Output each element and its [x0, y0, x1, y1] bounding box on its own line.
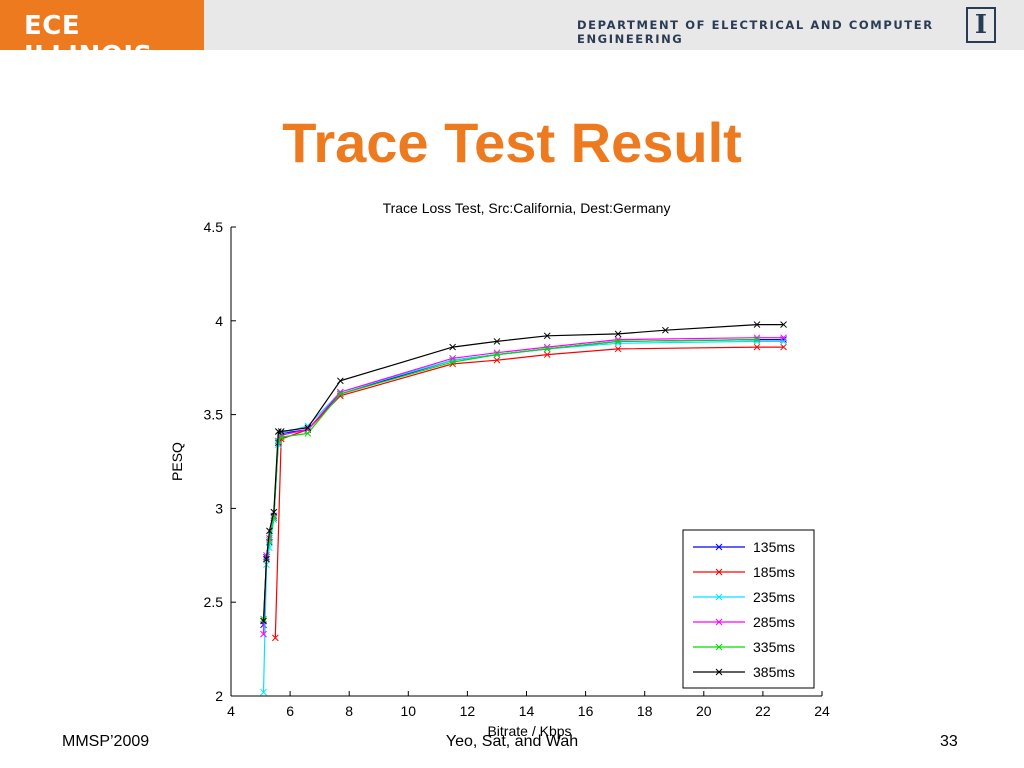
- series-line-235ms: [262, 340, 784, 693]
- data-point-235ms: [260, 688, 267, 696]
- data-point-285ms: [336, 388, 344, 396]
- data-point-385ms: [662, 326, 669, 334]
- legend-marker: [715, 618, 723, 626]
- data-point-285ms: [780, 334, 787, 342]
- x-tick-label: 20: [696, 703, 712, 719]
- y-tick-label: 3.5: [204, 407, 224, 423]
- x-tick-label: 10: [401, 703, 417, 719]
- legend-marker: [715, 593, 723, 601]
- data-point-385ms: [304, 424, 312, 432]
- data-point-385ms: [266, 527, 273, 535]
- x-tick-label: 24: [814, 703, 830, 719]
- legend-marker: [715, 643, 723, 651]
- x-tick-label: 8: [345, 703, 353, 719]
- data-point-185ms: [614, 345, 622, 353]
- y-tick-label: 3: [215, 500, 223, 516]
- data-point-335ms: [493, 351, 501, 358]
- x-tick-label: 22: [755, 703, 771, 719]
- legend-marker: [715, 568, 723, 576]
- data-point-335ms: [753, 336, 761, 343]
- slide-title: Trace Test Result: [282, 111, 742, 174]
- series-line-185ms: [274, 346, 784, 638]
- data-point-335ms: [449, 358, 456, 366]
- data-point-285ms: [260, 630, 267, 638]
- data-point-385ms: [336, 377, 344, 385]
- footer-authors: Yeo, Sat, and Wah: [445, 733, 579, 750]
- legend-marker: [715, 543, 723, 551]
- data-point-335ms: [266, 536, 273, 544]
- y-tick-label: 4: [215, 313, 223, 329]
- y-tick-label: 2.5: [204, 594, 224, 610]
- brand-name: ECE ILLINOIS: [24, 11, 153, 71]
- data-point-385ms: [449, 343, 456, 351]
- department-name: DEPARTMENT OF ELECTRICAL AND COMPUTER EN…: [577, 18, 934, 46]
- data-point-185ms: [493, 356, 501, 364]
- data-point-335ms: [304, 430, 312, 437]
- legend-label: 335ms: [753, 639, 795, 655]
- data-point-185ms: [780, 343, 787, 351]
- data-point-385ms: [753, 321, 761, 328]
- x-tick-label: 6: [286, 703, 294, 719]
- data-point-185ms: [753, 343, 761, 351]
- data-point-385ms: [277, 428, 285, 435]
- y-axis-label: PESQ: [169, 442, 185, 481]
- x-tick-label: 18: [637, 703, 653, 719]
- logo-letter: I: [974, 10, 988, 40]
- data-point-385ms: [274, 428, 282, 435]
- x-tick-label: 14: [519, 703, 535, 719]
- y-tick-label: 4.5: [204, 219, 224, 235]
- legend-label: 135ms: [753, 539, 795, 555]
- legend-marker: [715, 668, 723, 676]
- data-point-335ms: [614, 338, 622, 345]
- footer-conference: MMSP’2009: [62, 733, 150, 750]
- data-point-185ms: [271, 634, 279, 642]
- x-tick-label: 16: [578, 703, 594, 719]
- data-point-335ms: [277, 433, 285, 441]
- legend-label: 285ms: [753, 614, 795, 630]
- legend-label: 235ms: [753, 589, 795, 605]
- data-point-335ms: [336, 390, 344, 398]
- data-point-385ms: [493, 338, 501, 345]
- university-logo-icon: I: [966, 7, 996, 43]
- data-point-385ms: [263, 555, 270, 563]
- x-tick-label: 12: [460, 703, 476, 719]
- data-point-335ms: [543, 345, 551, 353]
- x-tick-label: 4: [227, 703, 235, 719]
- data-point-385ms: [270, 508, 278, 516]
- legend-label: 385ms: [753, 664, 795, 680]
- data-point-385ms: [614, 330, 622, 338]
- brand-block: ECE ILLINOIS: [0, 0, 204, 71]
- y-tick-label: 2: [215, 688, 223, 704]
- data-point-385ms: [260, 617, 267, 625]
- legend-label: 185ms: [753, 564, 795, 580]
- data-point-185ms: [543, 351, 551, 358]
- x-axis-label: Bitrate / Kbps: [487, 723, 571, 739]
- chart-legend: [682, 529, 815, 689]
- footer-page-number: 33: [940, 733, 958, 750]
- data-point-385ms: [543, 332, 551, 340]
- data-point-385ms: [780, 321, 787, 328]
- chart-title: Trace Loss Test, Src:California, Dest:Ge…: [383, 200, 671, 216]
